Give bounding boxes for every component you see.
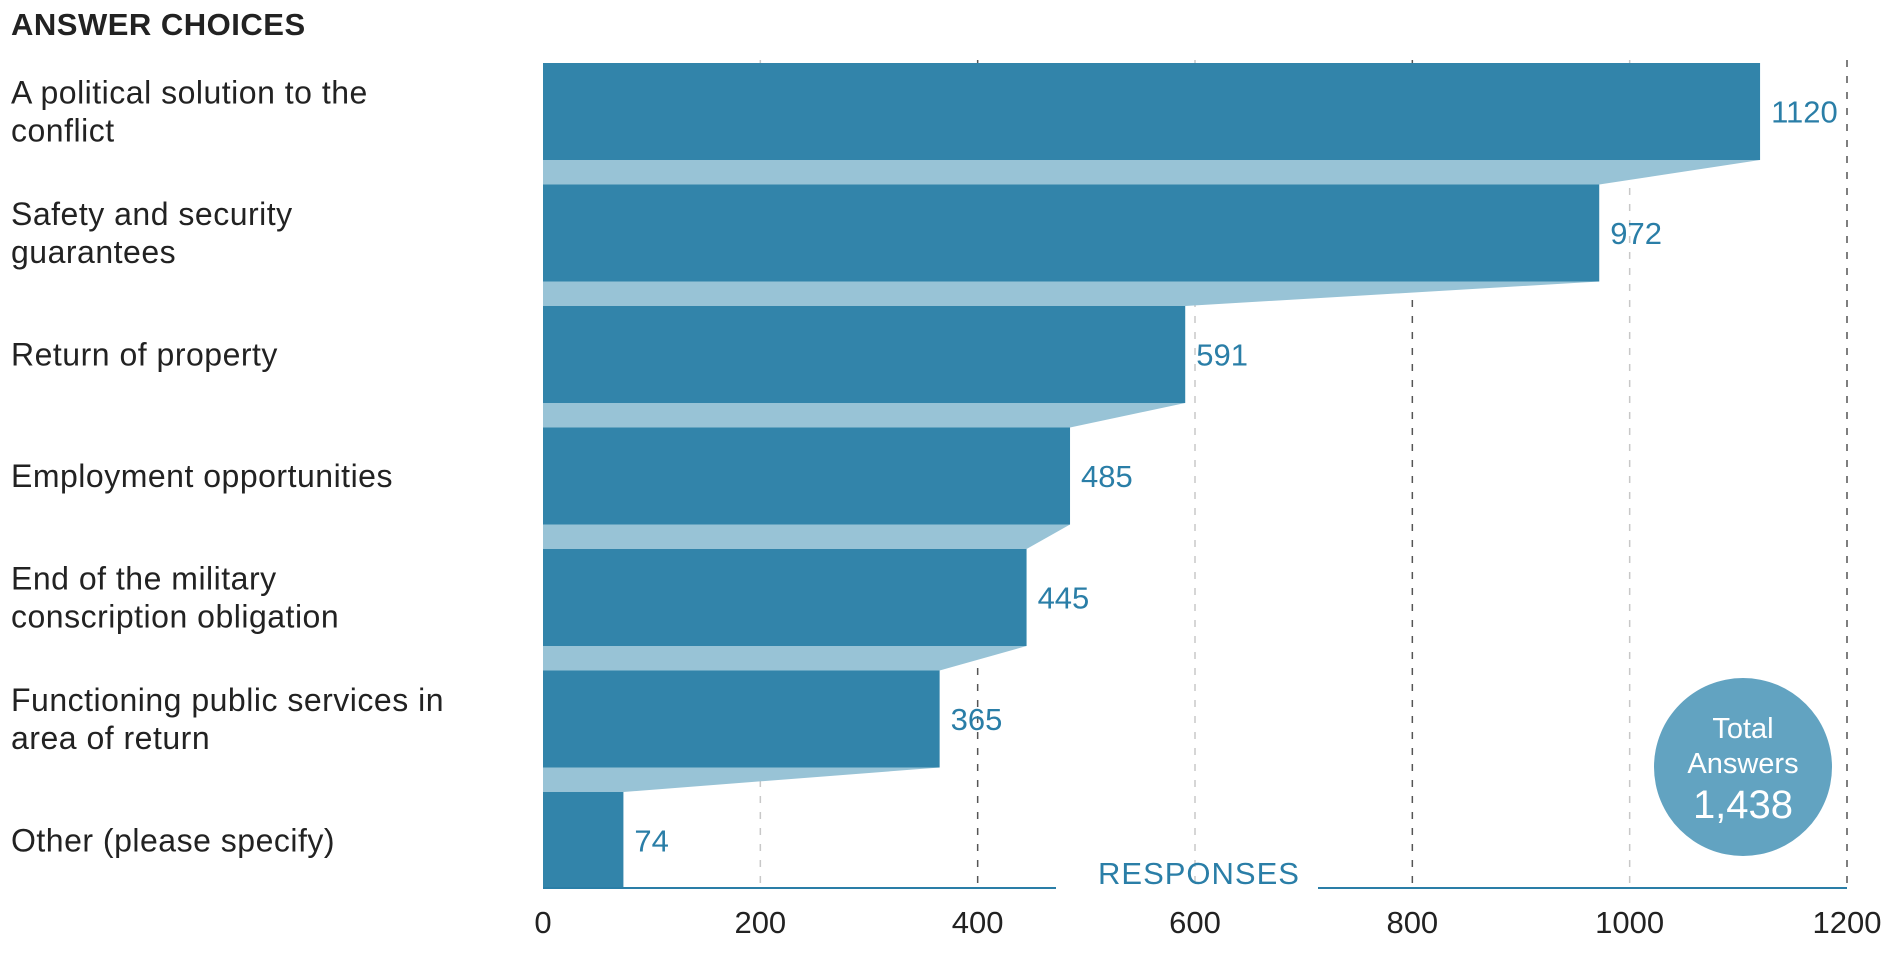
category-label-5-line-0: Functioning public services in (11, 682, 444, 718)
category-label-6: Other (please specify) (11, 823, 335, 859)
chart-header: ANSWER CHOICES (11, 7, 306, 42)
total-answers-badge: Total Answers 1,438 (1654, 678, 1832, 856)
total-badge-line2: Answers (1687, 748, 1798, 780)
value-label-4: 445 (1038, 581, 1090, 616)
total-badge-value: 1,438 (1693, 783, 1793, 827)
x-tick-label-800: 800 (1386, 905, 1438, 940)
connector-1 (543, 281, 1600, 306)
value-label-6: 74 (634, 824, 668, 859)
connector-3 (543, 524, 1071, 549)
value-labels: 1120 972 591 485 445 365 74 (634, 95, 1837, 859)
connector-0 (543, 160, 1761, 185)
x-tick-label-600: 600 (1169, 905, 1221, 940)
bar-6 (543, 792, 624, 889)
bar-0 (543, 63, 1761, 160)
value-label-0: 1120 (1771, 95, 1838, 130)
x-tick-label-0: 0 (534, 905, 551, 940)
bar-2 (543, 306, 1186, 403)
connector-5 (543, 767, 940, 792)
bar-1 (543, 184, 1600, 282)
connector-2 (543, 403, 1186, 428)
bar-5 (543, 670, 940, 768)
bar-connectors (543, 160, 1761, 792)
category-label-0-line-0: A political solution to the (11, 75, 368, 111)
x-axis: RESPONSES 0 200 400 600 800 1000 1200 (534, 856, 1881, 940)
category-label-0-line-1: conflict (11, 113, 115, 149)
total-badge-line1: Total (1712, 713, 1773, 745)
connector-4 (543, 646, 1027, 671)
value-label-2: 591 (1196, 338, 1248, 373)
category-label-1-line-1: guarantees (11, 234, 176, 270)
x-tick-label-1200: 1200 (1813, 905, 1882, 940)
category-label-3: Employment opportunities (11, 458, 393, 494)
category-label-1-line-0: Safety and security (11, 196, 293, 232)
x-axis-title: RESPONSES (1098, 856, 1300, 891)
x-tick-label-1000: 1000 (1595, 905, 1664, 940)
total-badge-circle (1654, 678, 1832, 856)
x-tick-label-200: 200 (734, 905, 786, 940)
value-label-3: 485 (1081, 459, 1133, 494)
bars (543, 63, 1761, 889)
bar-3 (543, 427, 1071, 525)
category-label-2: Return of property (11, 337, 278, 373)
category-label-5-line-1: area of return (11, 720, 210, 756)
value-label-1: 972 (1610, 216, 1662, 251)
x-tick-label-400: 400 (952, 905, 1004, 940)
value-label-5: 365 (951, 702, 1003, 737)
bar-4 (543, 549, 1027, 646)
category-label-4-line-0: End of the military (11, 561, 277, 597)
category-label-4-line-1: conscription obligation (11, 599, 339, 635)
